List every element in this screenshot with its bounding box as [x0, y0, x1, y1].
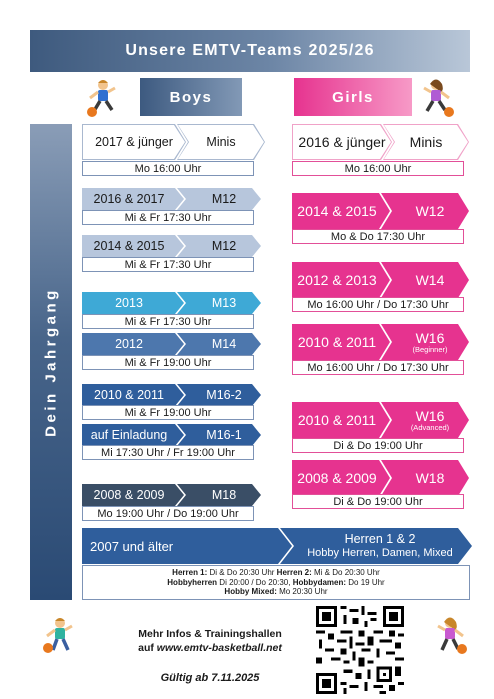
- info-prefix: auf: [138, 641, 157, 654]
- schedule-label: Hobbydamen:: [292, 577, 347, 587]
- team-year: 2016 & 2017: [82, 188, 184, 210]
- team-year: 2007 und älter: [82, 528, 292, 564]
- team-name: M18: [177, 484, 261, 506]
- training-time: Di & Do 19:00 Uhr: [292, 494, 464, 509]
- team-year: 2012 & 2013: [292, 262, 390, 298]
- herren-team-banner: 2007 und älter Herren 1 & 2 Hobby Herren…: [82, 528, 472, 564]
- boys-team-m13: 2013 M13: [82, 292, 261, 314]
- team-year: 2017 & jünger: [83, 125, 185, 159]
- team-subtitle: Hobby Herren, Damen, Mixed: [307, 546, 453, 559]
- basketball-boy-icon: [43, 618, 73, 653]
- training-time: Mo 16:00 Uhr / Do 17:30 Uhr: [292, 297, 464, 312]
- team-name: M12: [177, 188, 261, 210]
- team-level: (Advanced): [410, 422, 450, 432]
- team-name: M13: [177, 292, 261, 314]
- team-year: 2008 & 2009: [82, 484, 184, 506]
- girls-header: Girls: [294, 78, 412, 116]
- boys-team-minis: 2017 & jünger Minis: [82, 124, 265, 160]
- team-year: 2012: [82, 333, 184, 355]
- schedule-label: Hobbyherren: [167, 577, 218, 587]
- team-year: 2008 & 2009: [292, 460, 390, 496]
- team-year: 2014 & 2015: [82, 235, 184, 257]
- boys-team-m16-2: 2010 & 2011 M16-2: [82, 384, 261, 406]
- boys-team-m18: 2008 & 2009 M18: [82, 484, 261, 506]
- training-time: Mi & Fr 17:30 Uhr: [82, 210, 254, 225]
- basketball-girl-icon: [423, 79, 454, 117]
- training-time: Mi & Fr 17:30 Uhr: [82, 314, 254, 329]
- team-name: W12: [381, 193, 469, 229]
- boys-header: Boys: [140, 78, 242, 116]
- team-name: M12: [177, 235, 261, 257]
- team-name: M14: [177, 333, 261, 355]
- page-title: Unsere EMTV-Teams 2025/26: [30, 30, 470, 72]
- team-year: 2010 & 2011: [82, 384, 184, 406]
- herren-schedule: Herren 1: Di & Do 20:30 Uhr Herren 2: Mi…: [82, 565, 470, 600]
- schedule-label: Herren 1:: [172, 568, 208, 578]
- website-link[interactable]: www.emtv-basketball.net: [156, 641, 282, 654]
- training-time: Mi 17:30 Uhr / Fr 19:00 Uhr: [82, 445, 254, 460]
- schedule-line: Hobbyherren Di 20:00 / Do 20:30, Hobbyda…: [167, 578, 384, 588]
- boys-team-m12: 2016 & 2017 M12: [82, 188, 261, 210]
- training-time: Mi & Fr 19:00 Uhr: [82, 355, 254, 370]
- team-name-group: W16 (Advanced): [381, 402, 469, 438]
- boys-team-m16-1: auf Einladung M16-1: [82, 424, 261, 446]
- schedule-text: Di 20:00 / Do 20:30,: [217, 577, 293, 587]
- team-name: Minis: [178, 125, 264, 159]
- valid-from-text: Gültig ab 7.11.2025: [160, 672, 260, 684]
- team-name: Herren 1 & 2: [344, 531, 416, 546]
- schedule-line: Herren 1: Di & Do 20:30 Uhr Herren 2: Mi…: [172, 568, 380, 578]
- team-year: 2010 & 2011: [292, 324, 390, 360]
- team-name-group: Herren 1 & 2 Hobby Herren, Damen, Mixed: [280, 528, 472, 564]
- training-time: Mo & Do 17:30 Uhr: [292, 229, 464, 244]
- girls-team-w16-beginner: 2010 & 2011 W16 (Beginner): [292, 324, 469, 360]
- more-info-text: Mehr Infos & Trainingshallen auf www.emt…: [110, 628, 310, 655]
- schedule-label: Hobby Mixed:: [224, 587, 277, 597]
- training-time: Mi & Fr 17:30 Uhr: [82, 257, 254, 272]
- schedule-text: Do 19 Uhr: [346, 577, 385, 587]
- schedule-text: Mi & Do 20:30 Uhr: [311, 568, 380, 578]
- girls-team-minis: 2016 & jünger Minis: [292, 124, 469, 160]
- team-name: W16: [415, 407, 445, 424]
- team-year: 2016 & jünger: [293, 125, 391, 159]
- girls-team-w16-advanced: 2010 & 2011 W16 (Advanced): [292, 402, 469, 438]
- boys-team-m12: 2014 & 2015 M12: [82, 235, 261, 257]
- basketball-girl-icon: [437, 617, 467, 654]
- basketball-boy-icon: [87, 80, 116, 117]
- training-time: Di & Do 19:00 Uhr: [292, 438, 464, 453]
- training-time: Mi & Fr 19:00 Uhr: [82, 405, 254, 420]
- training-time: Mo 19:00 Uhr / Do 19:00 Uhr: [82, 506, 254, 521]
- girls-team-w18: 2008 & 2009 W18: [292, 460, 469, 496]
- boys-team-m14: 2012 M14: [82, 333, 261, 355]
- team-name: W14: [381, 262, 469, 298]
- team-year: 2010 & 2011: [292, 402, 390, 438]
- team-year: 2013: [82, 292, 184, 314]
- team-year: 2014 & 2015: [292, 193, 390, 229]
- training-time: Mo 16:00 Uhr: [82, 161, 254, 176]
- info-line: auf www.emtv-basketball.net: [110, 642, 310, 656]
- year-side-bar: Dein Jahrgang: [30, 124, 72, 600]
- side-label: Dein Jahrgang: [42, 287, 60, 437]
- team-name: Minis: [384, 125, 468, 159]
- team-level: (Beginner): [412, 344, 448, 354]
- team-name: W18: [381, 460, 469, 496]
- qr-code-icon[interactable]: [316, 606, 404, 694]
- training-time: Mo 16:00 Uhr: [292, 161, 464, 176]
- training-time: Mo 16:00 Uhr / Do 17:30 Uhr: [292, 360, 464, 375]
- team-name: M16-1: [177, 424, 261, 446]
- schedule-text: Mo 20:30 Uhr: [276, 587, 328, 597]
- info-line: Mehr Infos & Trainingshallen: [138, 628, 282, 640]
- schedule-text: Di & Do 20:30 Uhr: [207, 568, 277, 578]
- team-name: M16-2: [177, 384, 261, 406]
- team-name-group: W16 (Beginner): [381, 324, 469, 360]
- team-name: W16: [415, 329, 445, 346]
- girls-team-w14: 2012 & 2013 W14: [292, 262, 469, 298]
- schedule-label: Herren 2:: [276, 568, 312, 578]
- schedule-line: Hobby Mixed: Mo 20:30 Uhr: [224, 587, 327, 597]
- girls-team-w12: 2014 & 2015 W12: [292, 193, 469, 229]
- team-year: auf Einladung: [82, 424, 184, 446]
